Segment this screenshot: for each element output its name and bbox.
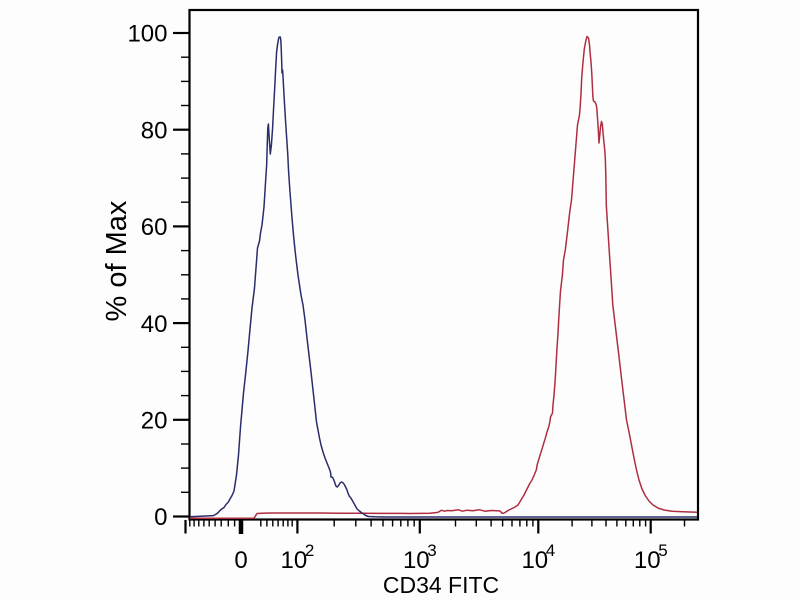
- svg-text:3: 3: [427, 541, 436, 560]
- svg-text:0: 0: [154, 504, 167, 531]
- svg-text:4: 4: [546, 541, 555, 560]
- svg-text:CD34 FITC: CD34 FITC: [383, 572, 499, 598]
- svg-text:100: 100: [127, 21, 167, 48]
- svg-text:% of Max: % of Max: [101, 200, 133, 321]
- svg-text:10: 10: [521, 547, 548, 574]
- svg-text:10: 10: [403, 547, 430, 574]
- svg-text:20: 20: [141, 408, 168, 435]
- svg-text:80: 80: [141, 117, 168, 144]
- svg-text:10: 10: [281, 547, 308, 574]
- svg-text:60: 60: [141, 214, 168, 241]
- svg-text:10: 10: [634, 547, 661, 574]
- svg-text:5: 5: [658, 541, 667, 560]
- svg-text:40: 40: [141, 311, 168, 338]
- svg-text:0: 0: [234, 547, 247, 574]
- svg-text:2: 2: [305, 541, 314, 560]
